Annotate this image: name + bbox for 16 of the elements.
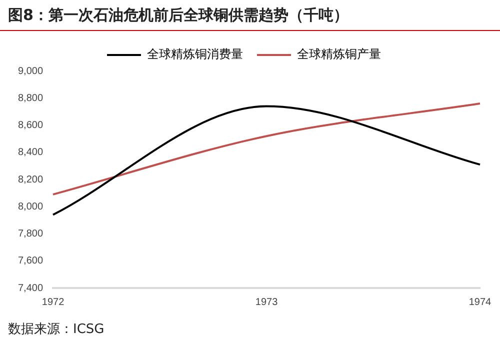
y-tick-label: 7,400	[18, 282, 44, 294]
legend-label: 全球精炼铜产量	[297, 47, 381, 62]
y-tick-label: 7,600	[18, 256, 44, 267]
y-tick-label: 9,000	[18, 66, 44, 77]
x-tick-label: 1972	[42, 296, 65, 308]
x-tick-label: 1974	[468, 296, 492, 308]
y-tick-label: 8,200	[18, 174, 44, 186]
y-tick-label: 8,000	[18, 201, 44, 212]
source-note: 数据来源：ICSG	[7, 321, 106, 338]
y-tick-label: 8,600	[18, 120, 44, 131]
x-tick-label: 1973	[255, 296, 278, 308]
legend-label: 全球精炼铜消费量	[147, 47, 243, 62]
chart-title: 图8：第一次石油危机前后全球铜供需趋势（千吨）	[0, 0, 500, 31]
y-tick-label: 8,800	[18, 92, 44, 104]
y-tick-label: 8,400	[18, 147, 44, 158]
y-tick-label: 7,800	[18, 228, 44, 240]
